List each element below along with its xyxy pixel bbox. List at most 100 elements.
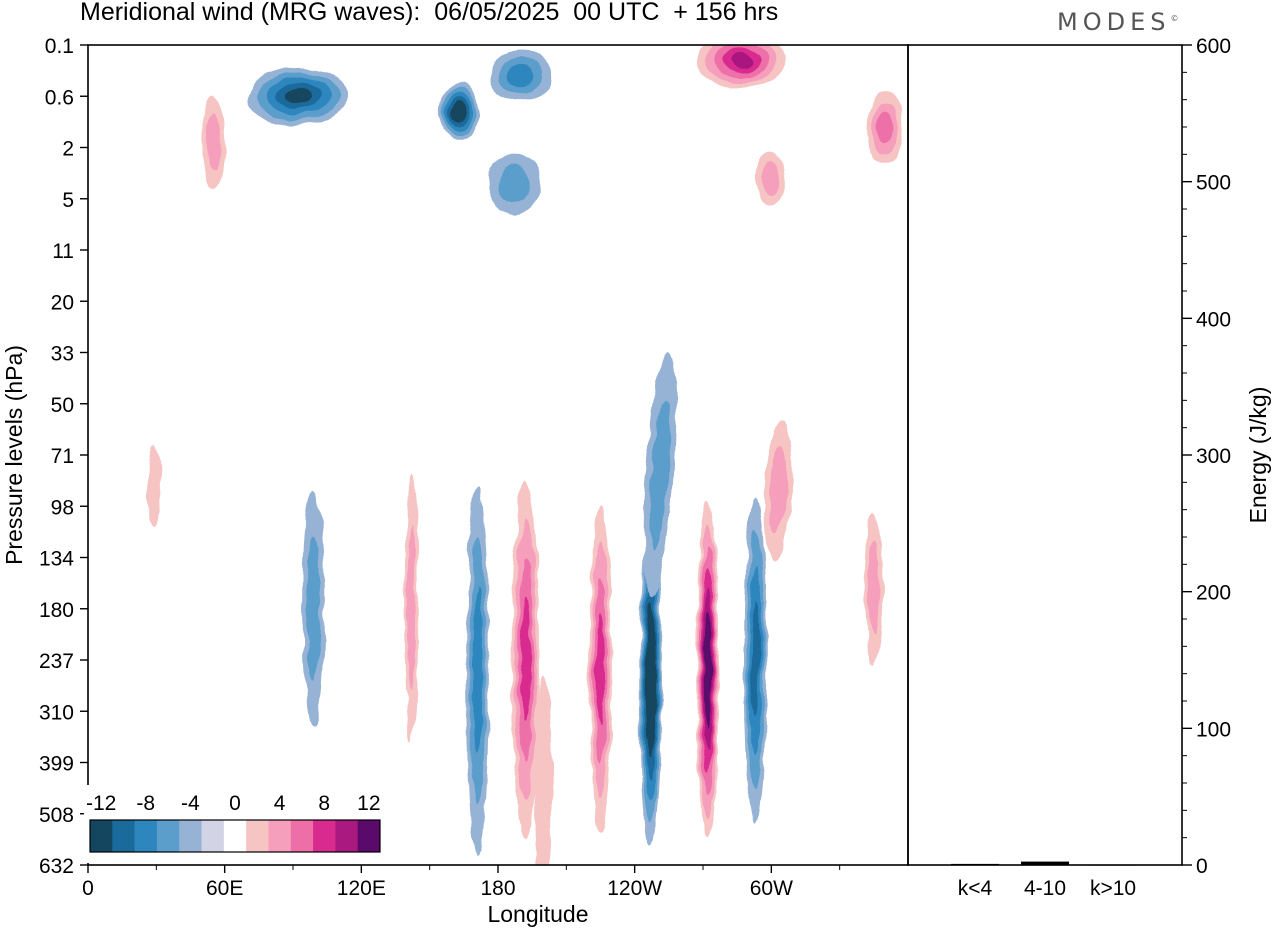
axes: 0.1 0.6 2 5 11 20 33 50 71 98 134 180 237 310 399 508 63… <box>39 35 909 900</box>
y-tick-label: 2 <box>62 138 74 161</box>
y-tick-label: 33 <box>51 343 74 366</box>
energy-bar <box>951 863 999 865</box>
axis-labels: Longitude Pressure levels (hPa) Energy (J/… <box>1 345 1271 927</box>
contour-level <box>306 536 321 682</box>
energy-tick-label: 600 <box>1196 35 1231 58</box>
colorbar-tick-label: -12 <box>86 792 116 815</box>
energy-category-label: k<4 <box>958 877 993 900</box>
energy-bar <box>1089 864 1137 866</box>
contour-level <box>147 444 161 527</box>
contour-level <box>497 164 531 203</box>
contour-feature <box>534 675 553 865</box>
contour-level <box>472 588 483 753</box>
y-tick-label: 310 <box>39 701 74 724</box>
y-tick-label: 11 <box>52 240 74 263</box>
energy-category-label: k>10 <box>1090 877 1136 900</box>
colorbar-bin <box>268 820 292 852</box>
colorbar-tick-label: 12 <box>357 792 380 815</box>
contour-feature <box>438 83 480 140</box>
contour-level <box>534 675 553 865</box>
contour-level <box>520 597 531 723</box>
contour-feature <box>589 506 612 835</box>
colorbar-tick-label: 8 <box>318 792 330 815</box>
x-tick-label: 0 <box>82 877 94 900</box>
contour-feature <box>201 96 225 189</box>
contour-feature <box>698 45 785 89</box>
contour-feature <box>744 496 767 824</box>
contour-level <box>761 160 782 196</box>
x-tick-label: 120E <box>337 877 386 900</box>
contour-feature <box>302 490 325 727</box>
x-tick-label: 60E <box>206 877 243 900</box>
y-tick-label: 632 <box>39 855 74 878</box>
contour-level <box>729 52 755 69</box>
energy-category-label: 4-10 <box>1024 877 1066 900</box>
y-tick-label: 134 <box>39 548 74 571</box>
contour-feature <box>643 352 676 599</box>
energy-tick-label: 100 <box>1196 718 1231 741</box>
contour-feature <box>404 475 419 742</box>
contour-feature <box>247 67 348 125</box>
energy-axis-label: Energy (J/kg) <box>1245 387 1271 524</box>
brand-mark: © <box>1170 14 1179 23</box>
contour-level <box>454 104 465 119</box>
colorbar-bin <box>112 820 136 852</box>
colorbar-frame <box>89 819 381 853</box>
colorbar-bin <box>134 820 158 852</box>
colorbar-bin <box>201 820 225 852</box>
contour-level <box>705 634 710 706</box>
colorbar-tick-label: 0 <box>229 792 241 815</box>
y-axis-label: Pressure levels (hPa) <box>1 345 27 565</box>
colorbar-bin <box>246 820 269 852</box>
y-tick-label: 5 <box>62 189 74 212</box>
contour-feature <box>755 150 788 207</box>
contour-level <box>407 526 416 691</box>
energy-tick-label: 300 <box>1196 445 1231 468</box>
energy-tick-label: 500 <box>1196 172 1231 195</box>
y-tick-label: 0.1 <box>45 35 74 58</box>
contour-feature <box>764 419 793 563</box>
brand-text: MODES <box>1057 8 1171 36</box>
contour-feature <box>488 50 553 102</box>
contour-feature <box>864 511 883 666</box>
y-tick-label: 71 <box>51 445 74 468</box>
contour-field <box>147 45 904 865</box>
colorbar-tick-label: -8 <box>136 792 155 815</box>
contour-level <box>648 645 654 716</box>
modes-logo: MODES© <box>1057 8 1178 36</box>
contour-feature <box>147 444 161 527</box>
energy-tick-label: 0 <box>1196 855 1208 878</box>
colorbar-bin <box>156 820 180 852</box>
colorbar-bin <box>357 820 381 852</box>
x-axis-label: Longitude <box>487 901 588 927</box>
y-tick-label: 237 <box>39 650 74 673</box>
contour-feature <box>486 152 542 215</box>
energy-tick-label: 200 <box>1196 582 1231 605</box>
contour-level <box>877 111 894 143</box>
colorbar-bin <box>223 820 247 852</box>
contour-level <box>596 613 605 728</box>
contour-level <box>206 113 221 171</box>
contour-feature <box>696 501 719 840</box>
contour-feature <box>511 480 539 840</box>
contour-level <box>769 446 787 535</box>
colorbar-bin <box>313 820 336 852</box>
colorbar-bin <box>335 820 359 852</box>
contour-feature <box>639 516 662 845</box>
y-tick-label: 0.6 <box>45 86 74 109</box>
x-tick-label: 120W <box>607 877 662 900</box>
y-tick-label: 98 <box>51 496 74 519</box>
x-tick-label: 180 <box>480 877 515 900</box>
y-tick-label: 20 <box>51 291 74 314</box>
energy-bar <box>1021 861 1069 865</box>
y-tick-label: 50 <box>51 394 74 417</box>
energy-plot-frame <box>907 44 1183 866</box>
y-tick-label: 180 <box>39 599 74 622</box>
energy-tick-label: 400 <box>1196 308 1231 331</box>
colorbar-tick-label: -4 <box>181 792 200 815</box>
contour-level <box>506 64 535 88</box>
chart-title: Meridional wind (MRG waves): 06/05/2025 … <box>80 0 779 26</box>
y-tick-label: 399 <box>39 753 74 776</box>
colorbar: -12 -8 -4 0 4 8 12 <box>84 785 386 863</box>
